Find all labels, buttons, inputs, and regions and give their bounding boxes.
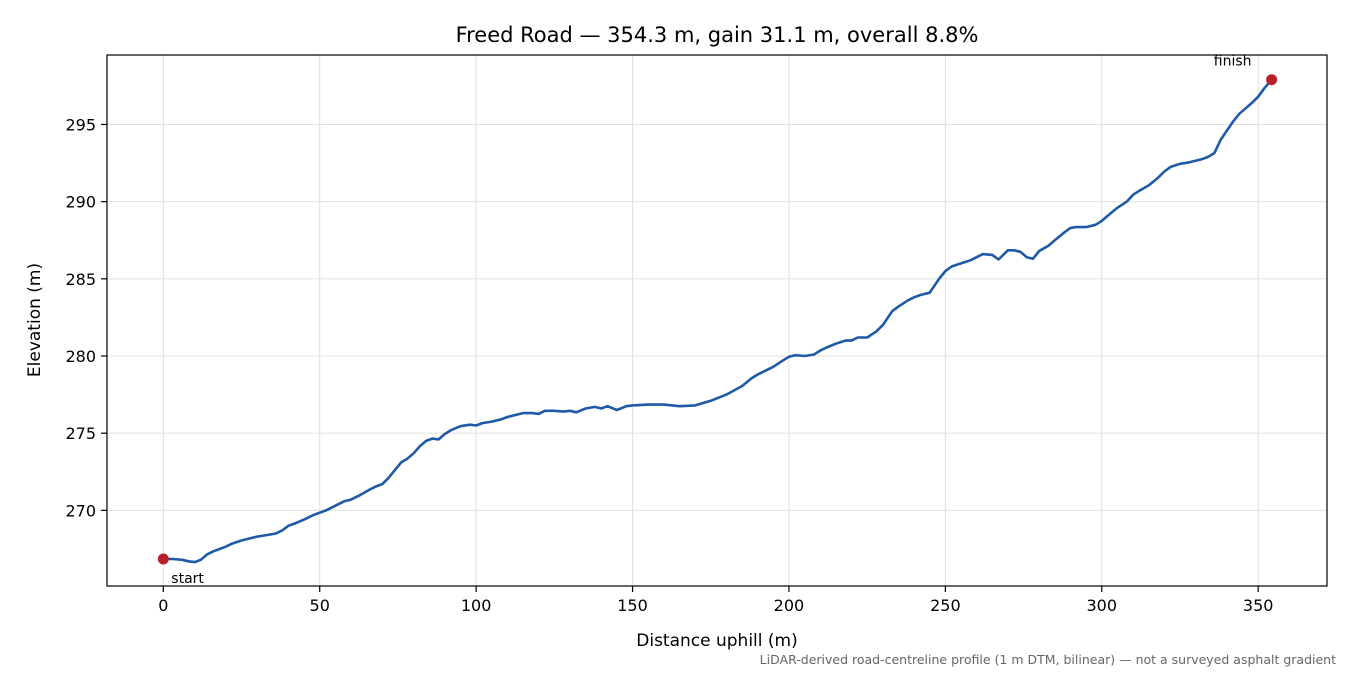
y-axis-label: Elevation (m) xyxy=(25,263,45,377)
x-tick-label: 300 xyxy=(1086,596,1117,615)
x-axis-ticks: 0 50 100 150 200 250 300 350 xyxy=(158,586,1273,615)
x-axis-label: Distance uphill (m) xyxy=(636,631,797,651)
finish-label: finish xyxy=(1214,54,1252,70)
y-tick-label: 270 xyxy=(65,501,96,520)
x-tick-label: 150 xyxy=(617,596,648,615)
y-tick-label: 290 xyxy=(65,193,96,212)
x-tick-label: 350 xyxy=(1243,596,1274,615)
y-tick-label: 275 xyxy=(65,424,96,443)
y-axis-ticks: 270 275 280 285 290 295 xyxy=(65,115,107,520)
y-tick-label: 295 xyxy=(65,115,96,134)
chart-title: Freed Road — 354.3 m, gain 31.1 m, overa… xyxy=(456,23,979,47)
x-tick-label: 50 xyxy=(310,596,330,615)
y-tick-label: 280 xyxy=(65,347,96,366)
start-label: start xyxy=(171,571,204,587)
elevation-line xyxy=(162,78,1273,564)
x-tick-label: 100 xyxy=(461,596,492,615)
plot-frame xyxy=(106,54,1328,587)
grid-lines xyxy=(107,55,1327,586)
footnote: LiDAR-derived road-centreline profile (1… xyxy=(760,652,1336,667)
x-tick-label: 200 xyxy=(774,596,805,615)
y-tick-label: 285 xyxy=(65,270,96,289)
x-tick-label: 0 xyxy=(158,596,168,615)
finish-marker xyxy=(1266,74,1278,86)
start-marker xyxy=(157,553,169,565)
x-tick-label: 250 xyxy=(930,596,961,615)
